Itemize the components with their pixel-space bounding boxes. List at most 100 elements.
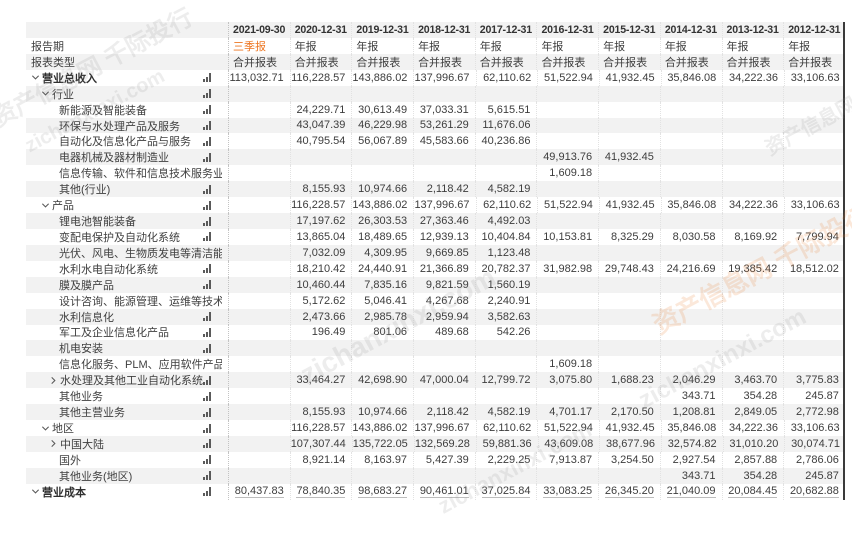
cell: 62,110.62: [475, 69, 538, 86]
cell: 7,835.16: [351, 276, 413, 293]
chevron-down-icon[interactable]: [41, 424, 51, 433]
mini-bar-chart-icon[interactable]: [203, 407, 215, 417]
cell: [289, 165, 352, 182]
cell: [228, 165, 290, 182]
cell: 2,959.94: [413, 308, 475, 325]
cell: [721, 213, 784, 229]
mini-bar-chart-icon[interactable]: [203, 280, 215, 290]
report-period-value: 年报: [474, 37, 537, 54]
column-header-date[interactable]: 2018-12-31: [413, 22, 475, 38]
column-header-date[interactable]: 2013-12-31: [721, 22, 784, 38]
cell: [721, 276, 784, 293]
chevron-right-icon[interactable]: [49, 439, 59, 448]
mini-bar-chart-icon[interactable]: [203, 375, 215, 385]
mini-bar-chart-icon[interactable]: [203, 152, 215, 162]
mini-bar-chart-icon[interactable]: [203, 423, 215, 433]
cell: 8,030.58: [659, 228, 722, 245]
row-label-cell: 其他(行业): [26, 181, 222, 197]
row-label-cell[interactable]: 地区: [26, 420, 222, 436]
cell: [659, 149, 722, 166]
column-header-date[interactable]: 2019-12-31: [351, 22, 413, 38]
column-header-date[interactable]: 2020-12-31: [289, 22, 352, 38]
table-row: 其他业务 343.71 354.28 245.87: [26, 388, 845, 405]
report-period-value: 年报: [721, 37, 784, 54]
cell: 116,228.57: [289, 420, 352, 436]
mini-bar-chart-icon[interactable]: [203, 343, 215, 353]
cell: [289, 467, 352, 484]
report-type-value: 合并报表: [721, 53, 784, 70]
cell: 7,799.94: [783, 228, 845, 245]
cell: [536, 467, 598, 484]
cell: [536, 133, 598, 150]
cell: [228, 181, 290, 198]
mini-bar-chart-icon[interactable]: [203, 327, 215, 337]
cell: 19,385.42: [721, 260, 784, 277]
table-row: 地区 116,228.57 143,886.02 137,996.67 62,110.6…: [26, 420, 845, 436]
mini-bar-chart-icon[interactable]: [203, 471, 215, 481]
cell: [598, 292, 660, 309]
cell: [721, 133, 784, 150]
row-label-cell[interactable]: 行业: [26, 86, 222, 102]
cell: [351, 165, 413, 182]
row-label-cell[interactable]: 水处理及其他工业自动化系统: [26, 372, 222, 388]
table-row: 信息化服务、PLM、应用软件产品 1,609.18: [26, 356, 845, 373]
cell: [598, 244, 660, 261]
cell: [474, 165, 537, 182]
cell: 2,927.54: [659, 451, 722, 468]
mini-bar-chart-icon[interactable]: [203, 200, 215, 210]
cell: [474, 85, 537, 102]
row-label-cell[interactable]: 营业总收入: [26, 70, 222, 86]
chevron-down-icon[interactable]: [41, 201, 51, 210]
chevron-down-icon[interactable]: [31, 73, 41, 82]
report-period-value: 年报: [598, 37, 660, 54]
mini-bar-chart-icon[interactable]: [203, 391, 215, 401]
cell: 31,982.98: [536, 260, 598, 277]
chevron-right-icon[interactable]: [49, 376, 59, 385]
column-header-date[interactable]: 2016-12-31: [536, 22, 598, 38]
mini-bar-chart-icon[interactable]: [203, 120, 215, 130]
mini-bar-chart-icon[interactable]: [203, 216, 215, 226]
column-header-date[interactable]: 2015-12-31: [598, 22, 660, 38]
mini-bar-chart-icon[interactable]: [203, 455, 215, 465]
cell: [228, 228, 290, 245]
cell: 1,123.48: [474, 244, 537, 261]
cell: [598, 85, 660, 102]
table-row: 光伏、风电、生物质发电等清洁能源系统 7,032.094,309.959,669.…: [26, 244, 845, 261]
row-label: 水利水电自动化系统: [59, 263, 158, 276]
cell-value: 37,025.84: [481, 485, 531, 499]
mini-bar-chart-icon[interactable]: [203, 487, 215, 497]
mini-bar-chart-icon[interactable]: [203, 136, 215, 146]
cell: 62,110.62: [475, 420, 538, 436]
chevron-down-icon[interactable]: [31, 487, 41, 496]
table-row: 水利水电自动化系统 18,210.42 24,440.91 21,366.89 20,7…: [26, 260, 845, 277]
column-header-date[interactable]: 2012-12-31: [783, 22, 845, 38]
cell: [598, 165, 660, 182]
cell: 4,701.17: [536, 404, 598, 421]
mini-bar-chart-icon[interactable]: [203, 89, 215, 99]
column-header-date[interactable]: 2017-12-31: [474, 22, 537, 38]
mini-bar-chart-icon[interactable]: [203, 105, 215, 115]
row-label: 机电安装: [59, 343, 103, 356]
cell: 78,840.35: [289, 483, 352, 500]
cell: 8,921.14: [289, 451, 352, 468]
cell: [228, 340, 290, 357]
table-row: 设计咨询、能源管理、运维等技术服务 5,172.625,046.414,267.6…: [26, 292, 845, 309]
cell: 5,427.39: [413, 451, 475, 468]
report-period-value: 年报: [351, 37, 413, 54]
row-label-cell[interactable]: 产品: [26, 197, 222, 213]
cell: [289, 356, 352, 373]
mini-bar-chart-icon[interactable]: [203, 312, 215, 322]
mini-bar-chart-icon[interactable]: [203, 232, 215, 242]
mini-bar-chart-icon[interactable]: [203, 264, 215, 274]
mini-bar-chart-icon[interactable]: [203, 73, 215, 83]
column-header-date[interactable]: 2021-09-30: [228, 22, 290, 38]
chevron-down-icon[interactable]: [41, 89, 51, 98]
mini-bar-chart-icon[interactable]: [203, 439, 215, 449]
row-label-cell[interactable]: 中国大陆: [26, 436, 222, 452]
mini-bar-chart-icon[interactable]: [203, 184, 215, 194]
cell: 21,366.89: [413, 260, 475, 277]
row-label-cell[interactable]: 营业成本: [26, 484, 222, 500]
cell: 10,974.66: [351, 181, 413, 198]
column-header-date[interactable]: 2014-12-31: [659, 22, 722, 38]
pane-divider[interactable]: [843, 22, 845, 500]
